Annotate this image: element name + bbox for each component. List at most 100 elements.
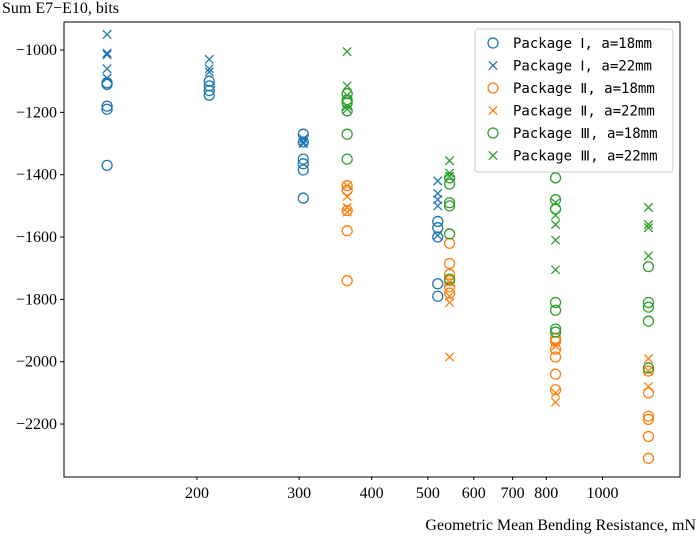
data-point-series-4 (444, 297, 455, 308)
legend-label: Package Ⅱ, a=22mm (513, 104, 655, 120)
legend: Package Ⅰ, a=18mm Package Ⅰ, a=22mm Packag… (474, 28, 674, 173)
data-point-series-3 (549, 343, 562, 355)
y-tick-label: −1600 (16, 229, 57, 246)
y-tick-label: −1200 (16, 104, 57, 121)
x-tick-label: 700 (501, 485, 525, 502)
data-point-series-4 (342, 202, 352, 213)
data-point-series-2 (298, 134, 308, 144)
data-point-series-3 (642, 410, 655, 422)
data-point-series-3 (549, 368, 562, 380)
data-point-series-6 (643, 223, 654, 233)
data-point-series-5 (443, 178, 456, 190)
data-point-series-1 (101, 103, 113, 115)
data-point-series-4 (342, 191, 352, 202)
y-tick-label: −1400 (16, 167, 57, 184)
x-tick-label: 800 (534, 485, 558, 502)
y-tick-label: −1800 (16, 291, 57, 308)
legend-label: Package Ⅰ, a=22mm (513, 59, 652, 75)
data-point-series-5 (549, 326, 562, 338)
data-point-series-6 (444, 156, 455, 166)
data-point-series-5 (341, 128, 353, 140)
data-point-series-5 (642, 315, 655, 327)
data-point-series-1 (203, 84, 215, 97)
data-point-series-5 (642, 296, 655, 309)
data-point-series-4 (643, 366, 654, 376)
data-point-series-2 (102, 73, 112, 83)
legend-marker (487, 37, 499, 49)
data-point-series-4 (643, 353, 654, 364)
data-point-series-5 (341, 88, 353, 100)
x-tick-label: 1000 (587, 485, 619, 502)
data-point-series-1 (101, 78, 113, 90)
data-point-series-4 (643, 381, 654, 392)
data-point-series-6 (342, 46, 352, 57)
data-point-series-4 (550, 397, 561, 407)
data-point-series-5 (341, 97, 353, 109)
data-point-series-6 (342, 101, 352, 111)
data-point-series-1 (297, 153, 309, 165)
data-point-series-4 (444, 277, 455, 287)
data-point-series-4 (444, 352, 455, 362)
data-point-series-3 (549, 332, 562, 344)
data-point-series-3 (642, 430, 655, 443)
data-point-series-2 (102, 48, 112, 58)
data-point-series-6 (643, 251, 654, 261)
data-point-series-2 (102, 50, 112, 60)
data-point-series-5 (443, 273, 456, 285)
data-point-series-5 (341, 105, 353, 117)
data-point-series-3 (642, 413, 655, 425)
legend-marker (488, 105, 498, 116)
data-point-series-6 (342, 90, 352, 100)
legend-marker (488, 60, 498, 71)
data-point-series-5 (549, 193, 562, 206)
data-point-series-3 (642, 387, 655, 399)
data-point-series-2 (204, 54, 214, 65)
data-point-series-5 (642, 362, 655, 374)
data-point-series-2 (298, 137, 308, 147)
x-tick-label: 200 (185, 485, 209, 502)
data-point-series-6 (444, 171, 455, 181)
data-point-series-1 (432, 231, 444, 243)
x-tick-label: 500 (416, 485, 440, 502)
data-point-series-5 (443, 200, 456, 212)
x-tick-label: 300 (287, 485, 311, 502)
data-point-series-6 (444, 168, 455, 178)
data-point-series-2 (204, 67, 214, 77)
legend-marker (487, 82, 499, 94)
data-point-series-1 (203, 80, 215, 92)
x-tick-label: 400 (360, 485, 384, 502)
y-axis: −2200 −2000 −1800 −1600 −1400 −1200 −1000 (16, 42, 64, 433)
data-point-series-5 (341, 153, 353, 165)
data-point-series-5 (549, 296, 562, 309)
data-point-series-6 (342, 104, 352, 114)
data-point-series-2 (433, 176, 443, 186)
data-point-series-5 (443, 228, 456, 240)
data-point-series-6 (550, 265, 561, 275)
data-point-series-1 (297, 164, 309, 176)
data-point-series-1 (203, 75, 215, 87)
x-tick-label: 600 (462, 485, 486, 502)
data-point-series-2 (102, 64, 112, 74)
y-tick-label: −1000 (16, 42, 57, 59)
y-axis-label: Sum E7−E10, bits (2, 0, 119, 17)
legend-marker (487, 127, 499, 139)
legend-box (474, 28, 674, 173)
data-point-series-2 (433, 201, 443, 211)
data-point-series-1 (101, 100, 113, 112)
legend-marker (488, 150, 498, 161)
legend-label: Package Ⅱ, a=18mm (513, 81, 655, 97)
data-point-series-6 (550, 235, 561, 245)
data-point-series-5 (549, 304, 562, 316)
data-point-series-3 (642, 365, 655, 377)
data-point-series-1 (432, 222, 444, 234)
data-point-series-6 (342, 81, 352, 91)
data-point-series-1 (297, 136, 309, 148)
data-point-series-3 (549, 384, 562, 396)
data-point-series-5 (642, 301, 655, 313)
data-marks (101, 29, 655, 464)
data-point-series-2 (298, 138, 308, 149)
y-tick-label: −2000 (16, 354, 57, 371)
data-point-series-1 (432, 290, 444, 302)
